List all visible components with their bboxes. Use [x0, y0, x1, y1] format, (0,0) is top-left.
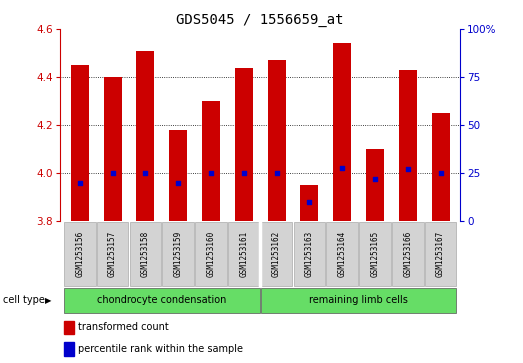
FancyBboxPatch shape	[64, 288, 259, 313]
Bar	[64, 342, 74, 355]
Text: GSM1253163: GSM1253163	[305, 231, 314, 277]
FancyBboxPatch shape	[392, 222, 424, 286]
FancyBboxPatch shape	[163, 222, 194, 286]
Point	[338, 165, 346, 171]
Text: GSM1253165: GSM1253165	[370, 231, 380, 277]
FancyBboxPatch shape	[326, 222, 358, 286]
Point	[174, 180, 183, 186]
FancyBboxPatch shape	[97, 222, 128, 286]
Point	[404, 167, 412, 172]
Text: GSM1253167: GSM1253167	[436, 231, 445, 277]
Bar	[202, 101, 220, 221]
Text: GSM1253164: GSM1253164	[338, 231, 347, 277]
Point	[305, 199, 314, 205]
Text: GSM1253160: GSM1253160	[207, 231, 215, 277]
Bar	[333, 44, 351, 221]
Text: chondrocyte condensation: chondrocyte condensation	[97, 295, 226, 305]
Point	[141, 171, 150, 176]
Point	[76, 180, 84, 186]
Bar	[104, 77, 122, 221]
Bar	[235, 68, 253, 221]
Text: transformed count: transformed count	[78, 322, 169, 332]
Point	[272, 171, 281, 176]
Text: GSM1253162: GSM1253162	[272, 231, 281, 277]
Point	[207, 171, 215, 176]
Text: GSM1253161: GSM1253161	[240, 231, 248, 277]
Text: remaining limb cells: remaining limb cells	[309, 295, 408, 305]
Point	[108, 171, 117, 176]
FancyBboxPatch shape	[228, 222, 259, 286]
Text: GSM1253157: GSM1253157	[108, 231, 117, 277]
Bar	[71, 65, 89, 221]
Text: cell type: cell type	[3, 295, 44, 305]
FancyBboxPatch shape	[261, 288, 456, 313]
Title: GDS5045 / 1556659_at: GDS5045 / 1556659_at	[176, 13, 344, 26]
FancyBboxPatch shape	[359, 222, 391, 286]
Text: GSM1253158: GSM1253158	[141, 231, 150, 277]
Text: GSM1253159: GSM1253159	[174, 231, 183, 277]
Text: percentile rank within the sample: percentile rank within the sample	[78, 344, 243, 354]
Bar	[366, 149, 384, 221]
Text: GSM1253166: GSM1253166	[403, 231, 412, 277]
Text: GSM1253156: GSM1253156	[75, 231, 84, 277]
Bar	[169, 130, 187, 221]
Point	[436, 171, 445, 176]
FancyBboxPatch shape	[195, 222, 227, 286]
Bar	[399, 70, 417, 221]
Bar	[64, 321, 74, 334]
FancyBboxPatch shape	[64, 222, 96, 286]
Bar	[431, 113, 450, 221]
Bar	[268, 60, 286, 221]
FancyBboxPatch shape	[261, 222, 292, 286]
FancyBboxPatch shape	[293, 222, 325, 286]
Point	[371, 176, 379, 182]
FancyBboxPatch shape	[130, 222, 161, 286]
FancyBboxPatch shape	[425, 222, 456, 286]
Text: ▶: ▶	[46, 296, 52, 305]
Point	[240, 171, 248, 176]
Bar	[137, 51, 154, 221]
Bar	[300, 185, 319, 221]
